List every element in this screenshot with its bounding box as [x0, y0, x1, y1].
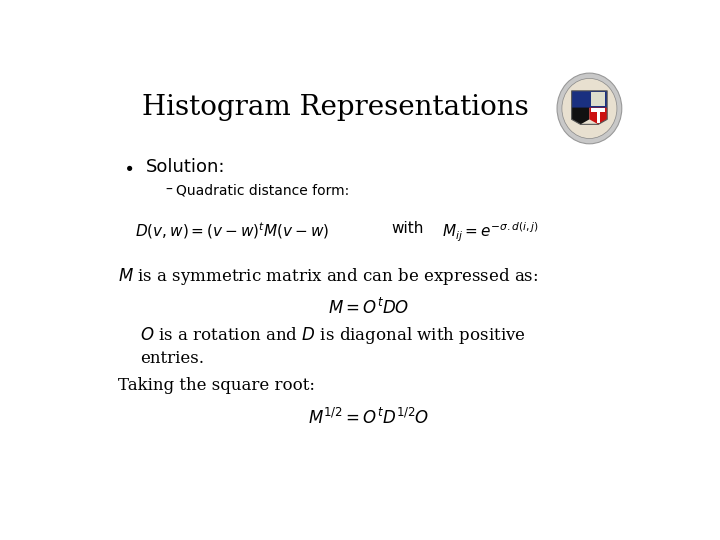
Text: $O$ is a rotation and $D$ is diagonal with positive: $O$ is a rotation and $D$ is diagonal wi… — [140, 325, 526, 346]
Ellipse shape — [557, 73, 622, 144]
Polygon shape — [590, 107, 607, 124]
Polygon shape — [591, 108, 606, 112]
Polygon shape — [590, 91, 607, 107]
Text: $M$ is a symmetric matrix and can be expressed as:: $M$ is a symmetric matrix and can be exp… — [118, 266, 539, 287]
Polygon shape — [572, 107, 590, 124]
Text: $\bullet$: $\bullet$ — [124, 158, 134, 177]
Text: Histogram Representations: Histogram Representations — [142, 94, 529, 121]
Polygon shape — [591, 92, 606, 106]
Text: $D(v,w) = (v-w)^t M(v-w)$: $D(v,w) = (v-w)^t M(v-w)$ — [135, 221, 329, 241]
Text: –: – — [166, 183, 172, 197]
Ellipse shape — [562, 78, 617, 138]
Text: $M_{ij} = e^{-\sigma.d(i,j)}$: $M_{ij} = e^{-\sigma.d(i,j)}$ — [441, 221, 539, 244]
Text: Taking the square root:: Taking the square root: — [118, 377, 315, 394]
Text: entries.: entries. — [140, 349, 204, 367]
Text: $M = O^t DO$: $M = O^t DO$ — [328, 298, 410, 318]
Text: Quadratic distance form:: Quadratic distance form: — [176, 183, 350, 197]
Polygon shape — [597, 108, 600, 123]
Polygon shape — [572, 91, 590, 107]
Text: $M^{1/2} = O^t D^{1/2} O$: $M^{1/2} = O^t D^{1/2} O$ — [308, 408, 430, 428]
Text: Solution:: Solution: — [145, 158, 225, 177]
Text: with: with — [392, 221, 423, 236]
